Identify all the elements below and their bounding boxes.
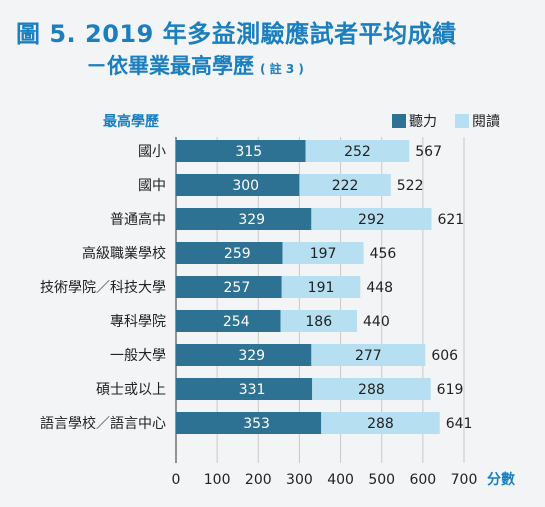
- x-axis-label: 分數: [487, 471, 515, 488]
- bar-reading: [312, 378, 431, 400]
- bar-value-listening: 259: [224, 246, 251, 262]
- bar-total: 456: [370, 246, 397, 262]
- bar-reading: [281, 276, 361, 298]
- bar-total: 641: [446, 416, 473, 432]
- bar-listening: [176, 276, 282, 298]
- category-label: 國中: [138, 178, 166, 194]
- bar-listening: [176, 310, 281, 332]
- bar-value-listening: 331: [239, 382, 266, 398]
- bar-value-listening: 329: [238, 348, 265, 364]
- bar-value-listening: 254: [223, 314, 250, 330]
- category-label: 語言學校／語言中心: [40, 415, 166, 432]
- bar-listening: [176, 208, 312, 230]
- bar-value-reading: 288: [358, 382, 385, 398]
- x-tick-label: 700: [451, 472, 478, 488]
- bar-value-listening: 315: [235, 144, 262, 160]
- legend-swatch: [455, 114, 469, 128]
- x-tick-label: 300: [286, 472, 313, 488]
- category-label: 碩士或以上: [96, 382, 166, 398]
- bar-total: 440: [363, 314, 390, 330]
- bar-listening: [176, 344, 312, 366]
- bar-listening: [176, 140, 306, 162]
- bar-value-reading: 292: [358, 212, 385, 228]
- bar-value-reading: 288: [367, 416, 394, 432]
- bar-total: 606: [431, 348, 458, 364]
- bar-listening: [176, 242, 283, 264]
- bar-reading: [280, 310, 358, 332]
- bar-total: 621: [437, 212, 464, 228]
- bar-reading: [321, 412, 440, 434]
- bar-value-reading: 222: [332, 178, 359, 194]
- bar-reading: [305, 140, 410, 162]
- bar-reading: [311, 344, 426, 366]
- bar-total: 448: [366, 280, 393, 296]
- bar-value-reading: 277: [355, 348, 382, 364]
- category-label: 高級職業學校: [82, 245, 166, 262]
- bar-listening: [176, 378, 313, 400]
- bar-value-reading: 191: [308, 280, 335, 296]
- x-tick-label: 200: [245, 472, 272, 488]
- category-label: 專科學院: [110, 314, 166, 330]
- x-tick-label: 600: [409, 472, 436, 488]
- bar-listening: [176, 174, 300, 196]
- bar-reading: [299, 174, 391, 196]
- category-label: 技術學院／科技大學: [40, 280, 166, 296]
- bar-value-listening: 300: [232, 178, 259, 194]
- bar-total: 522: [397, 178, 424, 194]
- bar-value-listening: 257: [224, 280, 251, 296]
- legend-label: 聽力: [409, 114, 437, 130]
- bar-reading: [282, 242, 364, 264]
- x-tick-label: 500: [368, 472, 395, 488]
- legend-swatch: [392, 114, 406, 128]
- chart-subtitle: －依畢業最高學歷 ( 註 3 ): [86, 50, 304, 80]
- chart-subtitle-text: －依畢業最高學歷: [86, 54, 254, 78]
- category-label: 一般大學: [110, 348, 166, 364]
- legend-label: 閱讀: [472, 114, 500, 130]
- bar-value-reading: 197: [310, 246, 337, 262]
- chart-note: ( 註 3 ): [260, 62, 304, 76]
- x-tick-label: 0: [172, 472, 181, 488]
- category-label: 普通高中: [110, 211, 166, 228]
- bar-value-reading: 252: [344, 144, 371, 160]
- bar-total: 567: [415, 144, 442, 160]
- bar-value-listening: 329: [238, 212, 265, 228]
- bar-reading: [311, 208, 432, 230]
- x-tick-label: 400: [327, 472, 354, 488]
- x-tick-label: 100: [204, 472, 231, 488]
- category-label: 國小: [138, 144, 166, 160]
- bar-listening: [176, 412, 322, 434]
- bar-value-listening: 353: [243, 416, 270, 432]
- y-axis-label: 最高學歷: [103, 113, 159, 130]
- bar-value-reading: 186: [305, 314, 332, 330]
- bar-total: 619: [437, 382, 464, 398]
- chart-title: 圖 5. 2019 年多益測驗應試者平均成績: [16, 20, 457, 48]
